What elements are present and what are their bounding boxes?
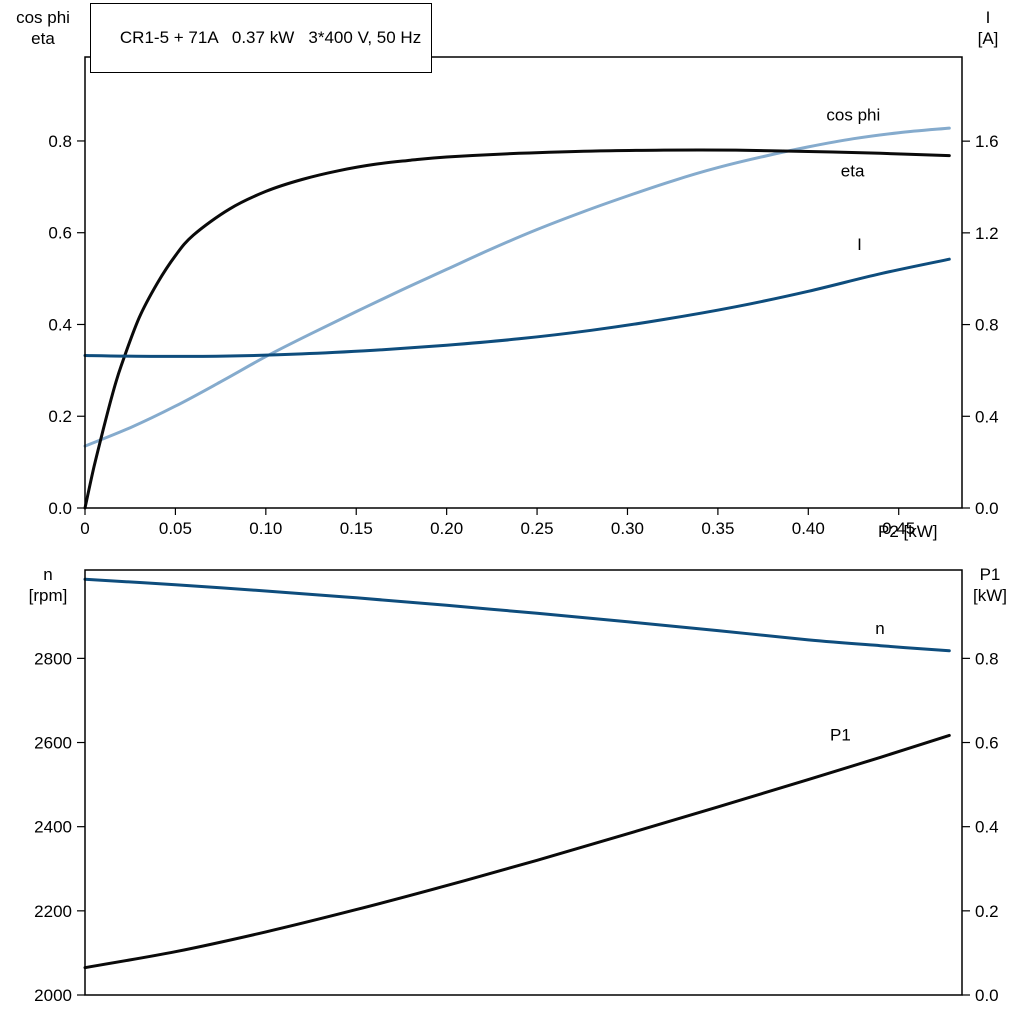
- right-tick-label: 1.6: [975, 132, 999, 151]
- right-tick-label: 0.0: [975, 499, 999, 518]
- left-tick-label: 0.8: [48, 132, 72, 151]
- p1-curve: [83, 733, 951, 970]
- left-tick-label: 0.2: [48, 407, 72, 426]
- axis-title-p1-unit: [kW]: [973, 586, 1007, 605]
- cos-phi-curve: [83, 126, 951, 448]
- x-tick-label: 0.35: [701, 519, 734, 538]
- n-curve: [83, 577, 951, 653]
- axis-title-p1: P1: [979, 565, 1001, 584]
- p1-curve-label: P1: [830, 725, 851, 744]
- x-tick-label: 0.05: [159, 519, 192, 538]
- eta-curve: [83, 148, 951, 510]
- right-tick-label: 0.8: [975, 316, 999, 335]
- axis-title-speed-unit: [rpm]: [28, 586, 68, 605]
- left-tick-label: 0.0: [48, 499, 72, 518]
- left-tick-label: 0.4: [48, 315, 72, 334]
- right-tick-label: 0.0: [975, 986, 999, 1005]
- left-tick-label: 2400: [34, 818, 72, 837]
- right-tick-label: 1.2: [975, 224, 999, 243]
- cos-phi-curve-label: cos phi: [826, 105, 880, 124]
- bottom-right-axis-title: P1 [kW]: [960, 564, 1020, 606]
- x-axis-title: P2 [kW]: [878, 522, 938, 541]
- i-curve: [83, 257, 951, 358]
- right-tick-label: 0.4: [975, 407, 999, 426]
- top-left-axis-title: cos phi eta: [6, 7, 80, 49]
- pump-title-text: CR1-5 + 71A 0.37 kW 3*400 V, 50 Hz: [119, 28, 422, 47]
- bottom-left-axis-title: n [rpm]: [14, 564, 82, 606]
- left-tick-label: 2800: [34, 649, 72, 668]
- x-tick-label: 0.20: [430, 519, 463, 538]
- right-tick-label: 0.2: [975, 902, 999, 921]
- top-right-axis-title: I [A]: [958, 7, 1018, 49]
- plot-frame: [84, 56, 963, 509]
- x-tick-label: 0.45: [882, 519, 915, 538]
- axis-title-current: I: [985, 8, 991, 27]
- n-curve-label: n: [875, 619, 884, 638]
- axis-title-speed: n: [43, 565, 53, 584]
- left-tick-label: 2200: [34, 902, 72, 921]
- axis-title-cos-phi: cos phi: [16, 8, 70, 27]
- axis-title-eta: eta: [31, 29, 55, 48]
- right-tick-label: 0.4: [975, 818, 999, 837]
- right-tick-label: 0.6: [975, 734, 999, 753]
- x-tick-label: 0.25: [521, 519, 554, 538]
- i-curve-label: I: [857, 235, 862, 254]
- left-tick-label: 2600: [34, 734, 72, 753]
- right-tick-label: 0.8: [975, 649, 999, 668]
- pump-title-box: CR1-5 + 71A 0.37 kW 3*400 V, 50 Hz: [90, 3, 433, 73]
- x-tick-label: 0.30: [611, 519, 644, 538]
- eta-curve-label: eta: [841, 162, 865, 181]
- x-tick-label: 0.10: [249, 519, 282, 538]
- x-tick-label: 0.40: [792, 519, 825, 538]
- axis-title-current-unit: [A]: [977, 29, 999, 48]
- left-tick-label: 2000: [34, 986, 72, 1005]
- x-tick-label: 0.15: [340, 519, 373, 538]
- x-tick-label: 0: [80, 519, 89, 538]
- left-tick-label: 0.6: [48, 224, 72, 243]
- plot-frame: [84, 569, 963, 996]
